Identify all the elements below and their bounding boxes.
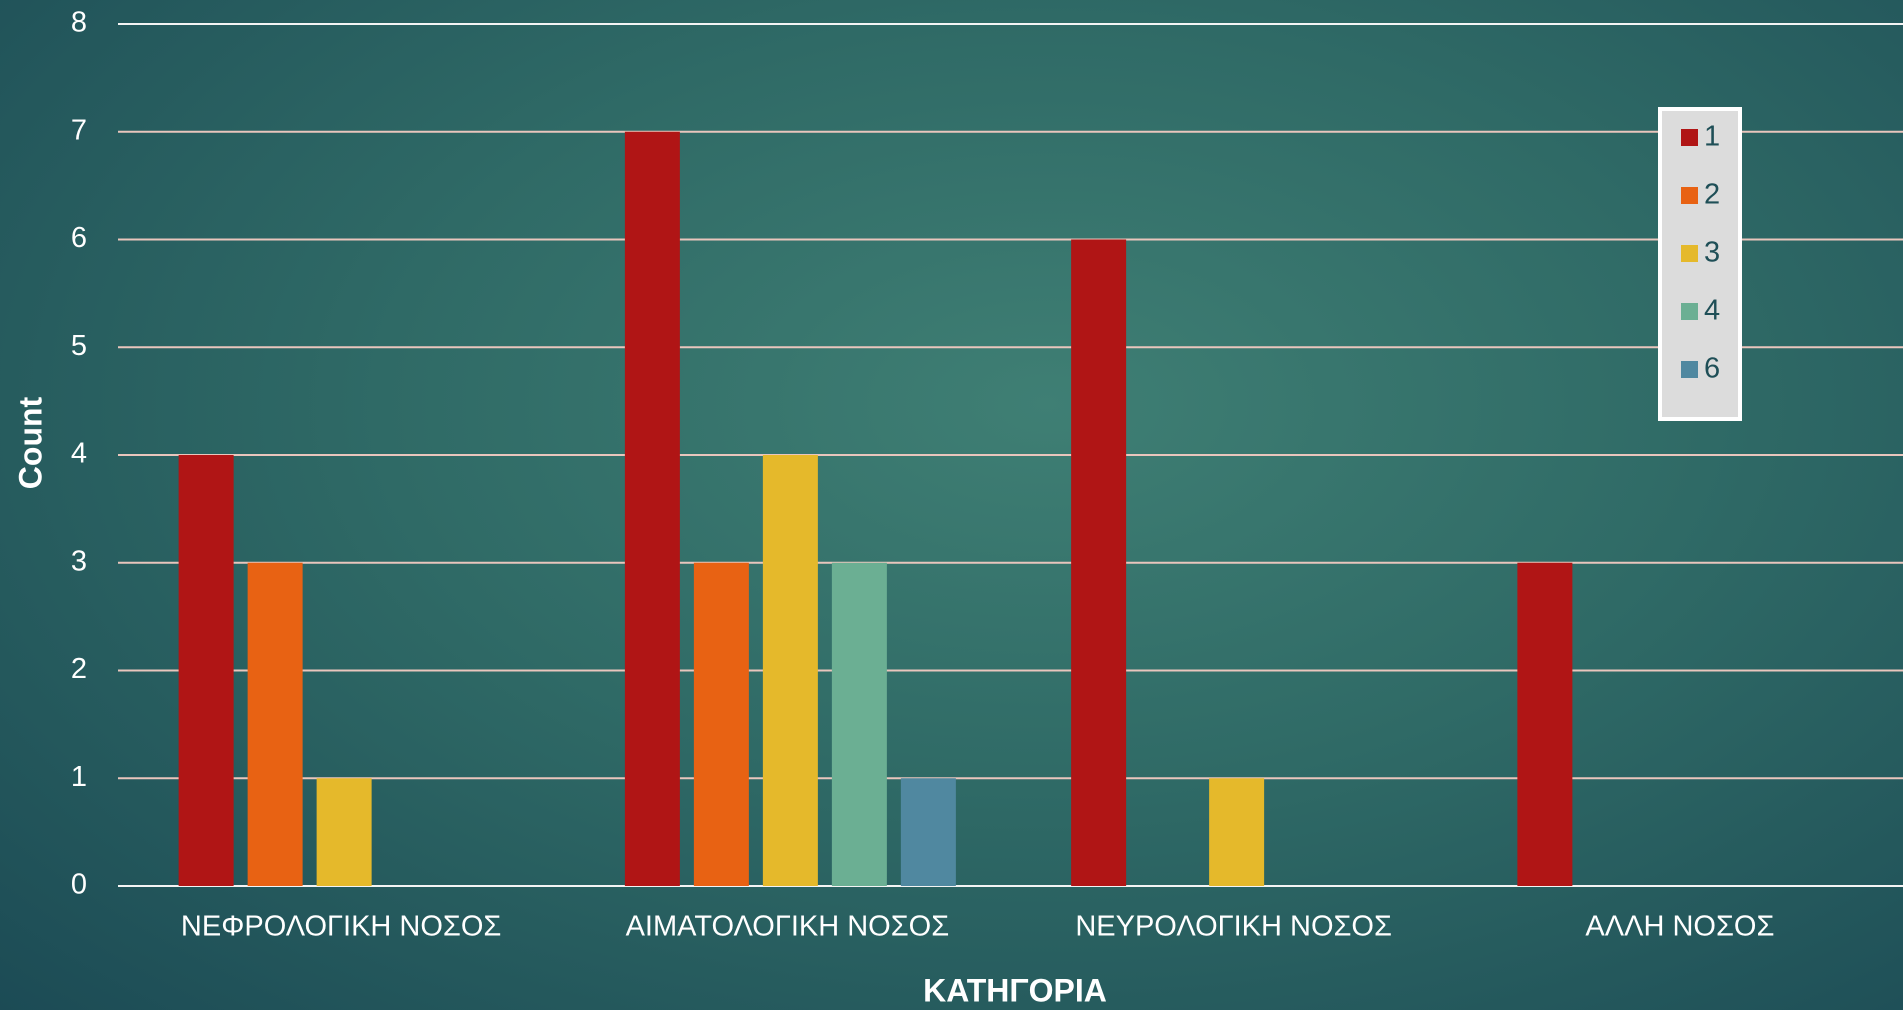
y-axis-title: Count [12, 396, 48, 489]
x-tick-label: ΝΕΥΡΟΛΟΓΙΚΗ ΝΟΣΟΣ [1075, 911, 1392, 943]
bar [1209, 778, 1265, 886]
y-tick-label: 6 [71, 222, 87, 254]
bar [624, 131, 680, 886]
legend-label: 1 [1704, 121, 1720, 153]
y-tick-label: 1 [71, 761, 87, 793]
legend-swatch [1681, 129, 1698, 146]
legend-box [1658, 107, 1742, 421]
x-tick-label: ΝΕΦΡΟΛΟΓΙΚΗ ΝΟΣΟΣ [181, 911, 501, 943]
bar [178, 455, 234, 886]
y-tick-label: 3 [71, 545, 87, 577]
y-tick-label: 4 [71, 438, 87, 470]
y-tick-label: 2 [71, 653, 87, 685]
legend-swatch [1681, 361, 1698, 378]
y-tick-label: 8 [71, 7, 87, 39]
y-tick-label: 0 [71, 869, 87, 901]
bar [900, 778, 956, 886]
legend-label: 3 [1704, 237, 1720, 269]
bar [693, 562, 749, 886]
legend-swatch [1681, 303, 1698, 320]
bar [247, 562, 303, 886]
bar [762, 455, 818, 886]
y-tick-label: 5 [71, 330, 87, 362]
x-tick-label: ΑΙΜΑΤΟΛΟΓΙΚΗ ΝΟΣΟΣ [626, 911, 950, 943]
bar [831, 562, 887, 886]
bar [1071, 239, 1127, 886]
legend-swatch [1681, 187, 1698, 204]
legend-label: 4 [1704, 295, 1720, 327]
legend-label: 2 [1704, 179, 1720, 211]
legend-label: 6 [1704, 353, 1720, 385]
y-tick-label: 7 [71, 114, 87, 146]
x-axis-title: ΚΑΤΗΓΟΡΙΑ [923, 972, 1107, 1008]
legend-swatch [1681, 245, 1698, 262]
bar [1517, 562, 1573, 886]
bar [316, 778, 372, 886]
x-tick-label: ΑΛΛΗ ΝΟΣΟΣ [1585, 911, 1774, 943]
